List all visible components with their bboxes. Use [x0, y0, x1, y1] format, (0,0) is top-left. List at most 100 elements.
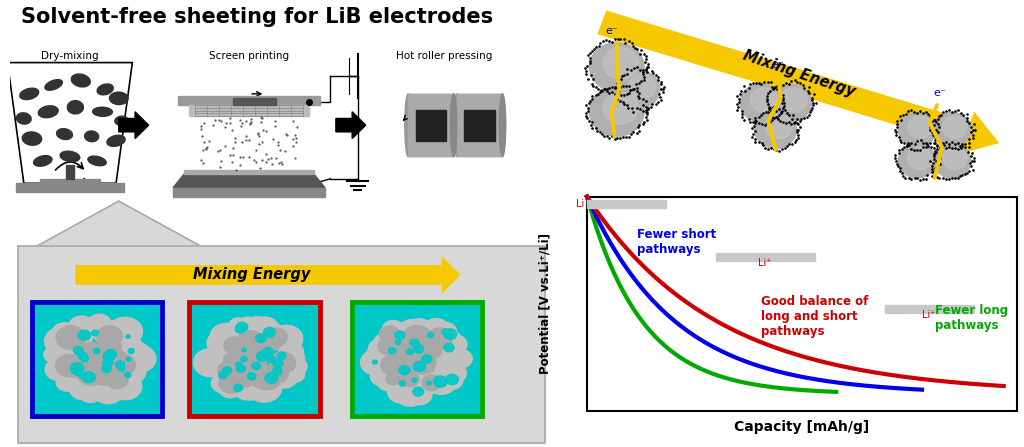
Circle shape — [268, 356, 276, 363]
Circle shape — [382, 320, 404, 338]
Circle shape — [77, 363, 104, 385]
Circle shape — [933, 113, 971, 147]
Circle shape — [70, 363, 84, 374]
Circle shape — [93, 379, 123, 404]
Circle shape — [770, 84, 811, 122]
Polygon shape — [189, 105, 309, 116]
Circle shape — [82, 320, 100, 336]
Circle shape — [419, 320, 437, 336]
Circle shape — [194, 349, 227, 377]
Circle shape — [263, 327, 275, 337]
Circle shape — [85, 374, 113, 396]
Circle shape — [76, 342, 106, 367]
Circle shape — [250, 317, 279, 341]
Circle shape — [222, 367, 231, 375]
Circle shape — [369, 340, 389, 356]
Ellipse shape — [454, 94, 460, 156]
Ellipse shape — [451, 94, 457, 156]
Circle shape — [398, 351, 417, 367]
Circle shape — [99, 335, 117, 350]
Circle shape — [128, 348, 134, 354]
Circle shape — [56, 326, 85, 350]
Circle shape — [74, 346, 83, 354]
Circle shape — [116, 354, 142, 375]
Circle shape — [435, 347, 464, 371]
Circle shape — [410, 354, 426, 368]
Circle shape — [751, 88, 777, 112]
Circle shape — [253, 364, 273, 381]
Circle shape — [232, 369, 255, 387]
Circle shape — [211, 339, 240, 362]
Circle shape — [93, 348, 99, 354]
Circle shape — [942, 116, 967, 138]
Circle shape — [407, 349, 414, 355]
Circle shape — [411, 371, 440, 395]
Circle shape — [403, 325, 431, 348]
Text: e⁻: e⁻ — [772, 60, 784, 70]
Circle shape — [97, 320, 129, 346]
Circle shape — [256, 351, 268, 361]
Circle shape — [101, 350, 124, 369]
Circle shape — [419, 340, 442, 359]
Circle shape — [395, 331, 404, 339]
Polygon shape — [76, 256, 461, 294]
Circle shape — [62, 323, 93, 348]
Circle shape — [97, 326, 122, 346]
Circle shape — [440, 371, 463, 389]
Circle shape — [373, 360, 378, 364]
Circle shape — [408, 351, 436, 374]
Circle shape — [400, 320, 422, 337]
Text: Hot roller pressing: Hot roller pressing — [396, 51, 493, 61]
Circle shape — [45, 327, 79, 355]
Circle shape — [78, 382, 103, 402]
Circle shape — [50, 351, 77, 373]
Circle shape — [280, 342, 303, 362]
Circle shape — [44, 347, 62, 363]
Circle shape — [84, 353, 101, 368]
Circle shape — [414, 345, 424, 353]
Text: e⁻: e⁻ — [933, 88, 946, 98]
Circle shape — [120, 333, 136, 346]
Circle shape — [420, 332, 438, 347]
Circle shape — [82, 371, 95, 383]
Circle shape — [80, 376, 83, 379]
Circle shape — [126, 352, 142, 366]
Circle shape — [241, 356, 247, 362]
Ellipse shape — [23, 132, 42, 145]
Circle shape — [908, 116, 932, 138]
Circle shape — [450, 350, 472, 368]
Circle shape — [422, 375, 441, 391]
Circle shape — [393, 351, 418, 371]
Circle shape — [445, 344, 465, 360]
Circle shape — [70, 379, 94, 400]
Circle shape — [87, 314, 112, 334]
Circle shape — [109, 354, 135, 376]
Circle shape — [223, 353, 240, 366]
Ellipse shape — [68, 101, 83, 114]
Circle shape — [78, 351, 108, 376]
Circle shape — [377, 374, 397, 390]
Polygon shape — [40, 179, 99, 183]
Circle shape — [265, 328, 288, 346]
Circle shape — [254, 345, 268, 356]
Circle shape — [282, 337, 300, 352]
Circle shape — [104, 360, 123, 375]
Ellipse shape — [97, 84, 114, 95]
Circle shape — [218, 361, 242, 380]
Circle shape — [247, 344, 267, 361]
Text: e⁻: e⁻ — [605, 25, 618, 35]
Text: Solvent-free sheeting for LiB electrodes: Solvent-free sheeting for LiB electrodes — [22, 7, 494, 27]
Circle shape — [218, 378, 243, 398]
Circle shape — [116, 361, 125, 369]
Ellipse shape — [110, 92, 128, 105]
Ellipse shape — [56, 129, 73, 139]
Circle shape — [427, 381, 431, 385]
Circle shape — [252, 365, 282, 390]
Circle shape — [119, 366, 125, 371]
Circle shape — [430, 328, 462, 354]
Circle shape — [263, 347, 273, 356]
Polygon shape — [15, 183, 124, 192]
Circle shape — [246, 317, 267, 334]
Circle shape — [236, 322, 248, 332]
Circle shape — [386, 373, 400, 385]
